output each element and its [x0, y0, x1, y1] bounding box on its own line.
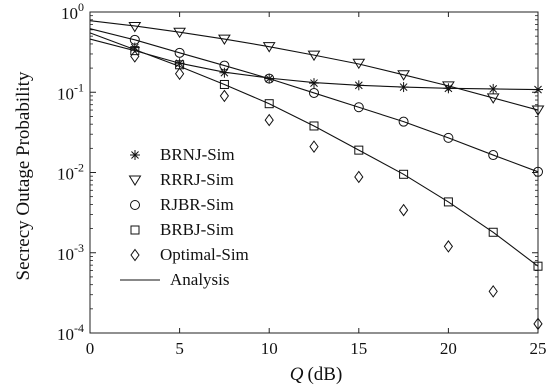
data-point-brbj-sim [533, 261, 543, 271]
simulation-markers [128, 21, 545, 331]
x-axis-unit: (dB) [307, 364, 342, 385]
data-point-optimal-sim [488, 285, 498, 298]
data-point-rjbr-sim [129, 34, 140, 45]
asterisk-stroke [131, 151, 139, 159]
y-tick-label: 10-3 [57, 241, 84, 264]
legend-label-rrrj-sim: RRRJ-Sim [160, 170, 234, 189]
legend-marker-brnj-sim [130, 150, 140, 160]
tick-labels: 0 5 10 15 20 25 10-4 10-3 10-2 10-1 100 [57, 0, 547, 358]
data-point-rrrj-sim [218, 34, 231, 46]
x-tick-label: 15 [350, 339, 367, 358]
data-point-optimal-sim [219, 89, 230, 103]
legend-marker-brbj-sim [130, 225, 140, 235]
data-point-brnj-sim [398, 82, 409, 93]
data-point-rrrj-sim [262, 42, 276, 53]
data-point-optimal-sim [130, 50, 140, 63]
data-point-rrrj-sim [442, 81, 455, 92]
analysis-curves [89, 20, 539, 267]
data-point-brnj-sim [264, 73, 275, 84]
analysis-line-rjbr-sim [89, 28, 539, 173]
data-point-brbj-sim [354, 145, 364, 155]
data-point-brnj-sim [219, 67, 230, 78]
data-point-rrrj-sim [397, 70, 410, 81]
data-point-rjbr-sim [353, 102, 364, 113]
asterisk-stroke [489, 85, 498, 93]
data-point-rjbr-sim [264, 73, 275, 84]
legend-marker-rrrj-sim [128, 175, 142, 186]
data-point-rjbr-sim [219, 60, 230, 71]
data-point-brbj-sim [264, 99, 274, 109]
analysis-line-rrrj-sim [89, 20, 539, 111]
data-point-rrrj-sim [352, 58, 366, 70]
y-tick-label: 100 [61, 0, 84, 23]
data-point-optimal-sim [398, 203, 409, 217]
x-axis-variable: Q [290, 364, 304, 385]
legend-label-rjbr-sim: RJBR-Sim [160, 195, 234, 214]
data-point-brnj-sim [353, 80, 364, 91]
data-point-optimal-sim [533, 317, 543, 331]
legend-label-brbj-sim: BRBJ-Sim [160, 220, 234, 239]
x-tick-label: 0 [86, 339, 95, 358]
x-tick-label: 5 [175, 339, 184, 358]
data-point-brbj-sim [130, 46, 140, 56]
data-point-brbj-sim [309, 121, 319, 131]
analysis-line-brbj-sim [89, 32, 539, 267]
data-point-brbj-sim [443, 197, 453, 207]
data-point-brbj-sim [399, 169, 409, 179]
data-point-brbj-sim [219, 79, 229, 89]
asterisk-stroke [399, 83, 408, 91]
data-point-optimal-sim [174, 67, 185, 81]
y-tick-label: 10-4 [57, 321, 84, 344]
legend: BRNJ-Sim RRRJ-Sim RJBR-Sim BRBJ-Sim Optimal-… [120, 145, 249, 289]
data-point-rjbr-sim [443, 132, 454, 143]
data-point-rjbr-sim [309, 87, 319, 98]
legend-label-brnj-sim: BRNJ-Sim [160, 145, 235, 164]
legend-marker-optimal-sim [130, 248, 140, 262]
asterisk-stroke [130, 43, 139, 52]
asterisk-stroke [265, 74, 274, 83]
legend-marker-rjbr-sim [130, 200, 140, 210]
asterisk-stroke [354, 81, 363, 90]
y-tick-label: 10-2 [57, 161, 84, 184]
data-point-rrrj-sim [128, 21, 142, 33]
plot-axes [89, 11, 539, 334]
data-point-rrrj-sim [486, 93, 500, 104]
data-point-rjbr-sim [398, 116, 409, 127]
data-point-rjbr-sim [488, 150, 499, 161]
data-point-rrrj-sim [173, 27, 186, 39]
asterisk-stroke [444, 84, 453, 93]
data-point-brnj-sim [533, 84, 543, 95]
data-point-brbj-sim [488, 227, 498, 237]
x-tick-label: 20 [440, 339, 457, 358]
x-axis-label: Q (dB) [290, 364, 343, 385]
y-tick-label: 10-1 [57, 80, 84, 103]
data-point-brnj-sim [309, 78, 319, 89]
asterisk-stroke [310, 79, 318, 87]
data-point-optimal-sim [443, 240, 454, 253]
data-point-rjbr-sim [174, 47, 185, 58]
data-point-rjbr-sim [533, 166, 543, 177]
data-point-optimal-sim [309, 140, 319, 153]
asterisk-stroke [220, 68, 229, 77]
legend-label-analysis: Analysis [170, 270, 230, 289]
x-tick-label: 25 [530, 339, 547, 358]
x-tick-label: 10 [261, 339, 278, 358]
data-point-brnj-sim [488, 83, 499, 94]
data-point-rrrj-sim [531, 105, 545, 117]
legend-label-optimal-sim: Optimal-Sim [160, 245, 249, 264]
data-point-optimal-sim [264, 113, 274, 127]
asterisk-stroke [534, 85, 542, 94]
y-axis-label: Secrecy Outage Probability [13, 71, 34, 280]
data-point-rrrj-sim [307, 50, 321, 62]
data-point-optimal-sim [354, 170, 364, 184]
